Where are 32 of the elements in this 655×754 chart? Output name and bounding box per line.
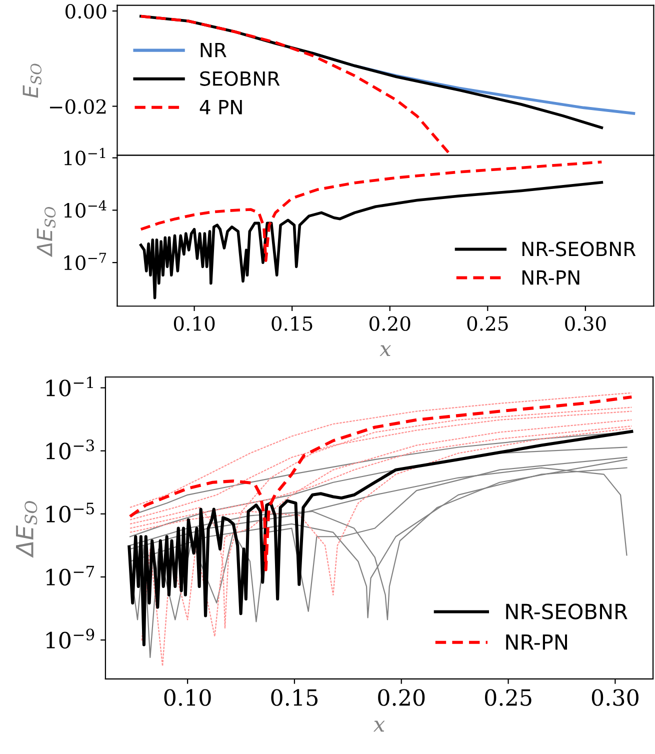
legend-label: NR-PN — [506, 634, 567, 650]
y-axis-title: ΔE$_{SO}$ — [16, 501, 38, 558]
y-tick-label: 10$^{−9}$ — [46, 628, 94, 649]
y-tick-label: 10$^{−3}$ — [46, 440, 94, 460]
y-axis-title: ΔE$_{SO}$ — [36, 206, 56, 258]
y-tick-label: 10$^{−7}$ — [46, 566, 94, 586]
x-tick-label: 0.20 — [370, 316, 410, 331]
legend-label: NR-SEOBNR — [506, 604, 628, 620]
y-tick-label: 10$^{−5}$ — [46, 502, 94, 523]
legend-label: NR-PN — [522, 270, 580, 285]
x-tick-label: 0.25 — [467, 316, 508, 331]
y-axis-title: E$_{SO}$ — [22, 64, 42, 98]
y-tick-label: 10$^{−1}$ — [64, 148, 106, 166]
x-tick-label: 0.15 — [271, 689, 318, 706]
y-tick-label: 10$^{−1}$ — [46, 376, 93, 396]
y-tick-label: 0.00 — [66, 4, 106, 19]
x-tick-label: 0.15 — [272, 316, 312, 331]
x-tick-label: 0.30 — [592, 689, 638, 706]
x-tick-label: 0.30 — [565, 316, 606, 331]
y-tick-label: 10$^{−7}$ — [64, 252, 106, 270]
x-tick-label: 0.10 — [174, 316, 215, 331]
x-tick-label: 0.25 — [485, 689, 532, 706]
legend-label: NR-SEOBNR — [522, 242, 636, 256]
x-tick-label: 0.20 — [378, 689, 425, 706]
x-axis-title: x — [373, 720, 385, 732]
x-axis-title: x — [380, 345, 392, 356]
legend-label: NR — [200, 42, 226, 58]
x-tick-label: 0.10 — [164, 689, 211, 706]
y-tick-label: −0.02 — [50, 99, 106, 114]
legend-label: SEOBNR — [200, 71, 280, 86]
legend-label: 4 PN — [200, 100, 242, 114]
y-tick-label: 10$^{−4}$ — [64, 200, 106, 218]
